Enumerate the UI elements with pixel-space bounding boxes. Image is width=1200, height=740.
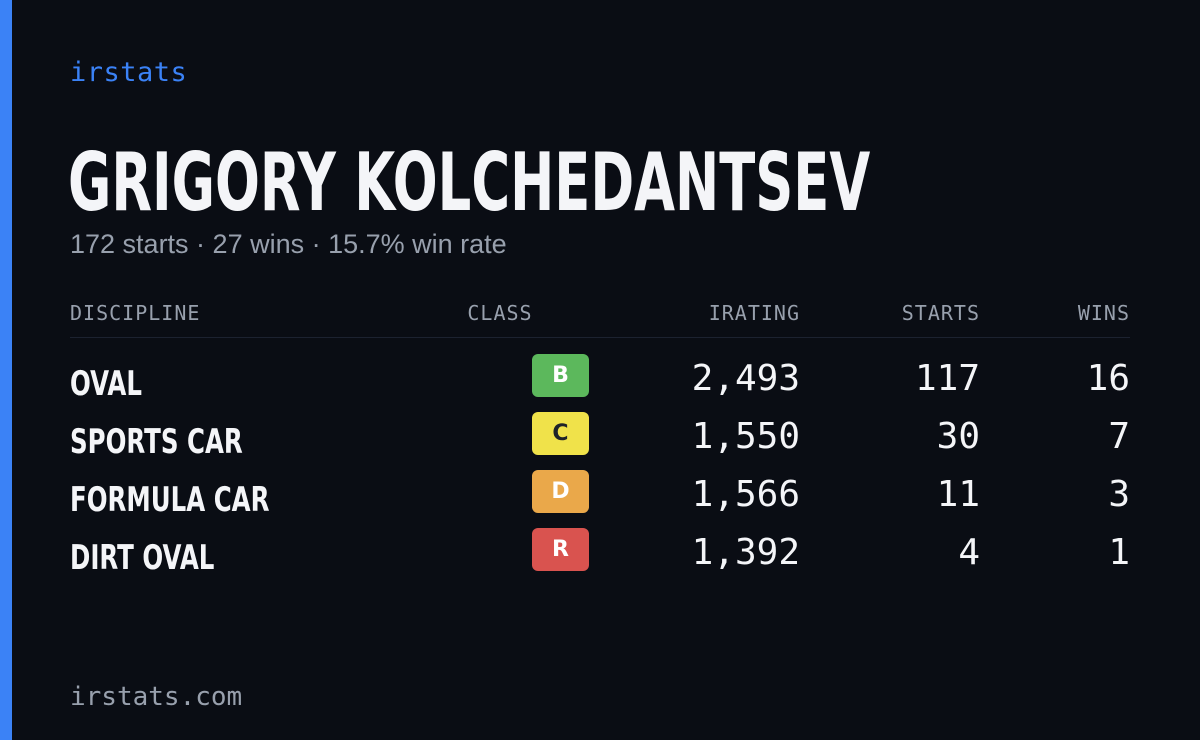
header-class: CLASS (467, 301, 533, 325)
driver-summary: 172 starts · 27 wins · 15.7% win rate (70, 229, 507, 259)
table-row: FORMULA CAR D 1,566 11 3 (70, 470, 1130, 528)
discipline-label: DIRT OVAL (70, 538, 215, 578)
starts-value: 4 (958, 532, 980, 573)
driver-name: GRIGORY KOLCHEDANTSEV (68, 136, 871, 229)
discipline-label: SPORTS CAR (70, 422, 243, 462)
brand-logo-text: irstats (70, 57, 188, 88)
irating-value: 1,550 (691, 416, 800, 457)
starts-value: 11 (936, 474, 980, 515)
table-row: SPORTS CAR C 1,550 30 7 (70, 412, 1130, 470)
wins-value: 16 (1086, 358, 1130, 399)
starts-value: 30 (936, 416, 980, 457)
discipline-label: FORMULA CAR (70, 480, 270, 520)
table-row: OVAL B 2,493 117 16 (70, 354, 1130, 412)
irating-value: 1,566 (691, 474, 800, 515)
wins-value: 7 (1108, 416, 1130, 457)
header-wins: WINS (1077, 301, 1130, 325)
class-badge: R (532, 528, 589, 571)
class-badge: C (532, 412, 589, 455)
starts-value: 117 (914, 358, 980, 399)
irating-value: 2,493 (691, 358, 800, 399)
table-row: DIRT OVAL R 1,392 4 1 (70, 528, 1130, 586)
discipline-label: OVAL (70, 364, 142, 404)
irating-value: 1,392 (691, 532, 800, 573)
footer-url: irstats.com (70, 682, 243, 712)
header-irating: IRATING (708, 301, 800, 325)
table-header: DISCIPLINE CLASS IRATING STARTS WINS (70, 301, 1130, 338)
header-starts: STARTS (901, 301, 980, 325)
class-badge: D (532, 470, 589, 513)
wins-value: 3 (1108, 474, 1130, 515)
header-discipline: DISCIPLINE (70, 301, 201, 325)
wins-value: 1 (1108, 532, 1130, 573)
accent-bar (0, 0, 12, 740)
class-badge: B (532, 354, 589, 397)
